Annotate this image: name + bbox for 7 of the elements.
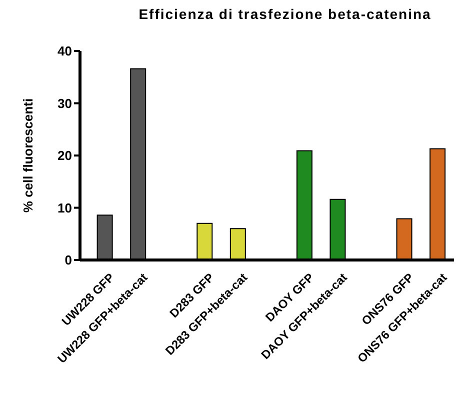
y-tick-label: 0 (64, 252, 72, 268)
y-tick-label: 10 (58, 200, 72, 216)
chart-title: Efficienza di trasfezione beta-catenina (138, 6, 432, 22)
y-tick-label: 30 (58, 96, 72, 111)
y-tick-label: 40 (58, 44, 72, 59)
y-axis-title: % cell fluorescenti (20, 98, 36, 213)
y-tick-label: 20 (58, 148, 72, 164)
